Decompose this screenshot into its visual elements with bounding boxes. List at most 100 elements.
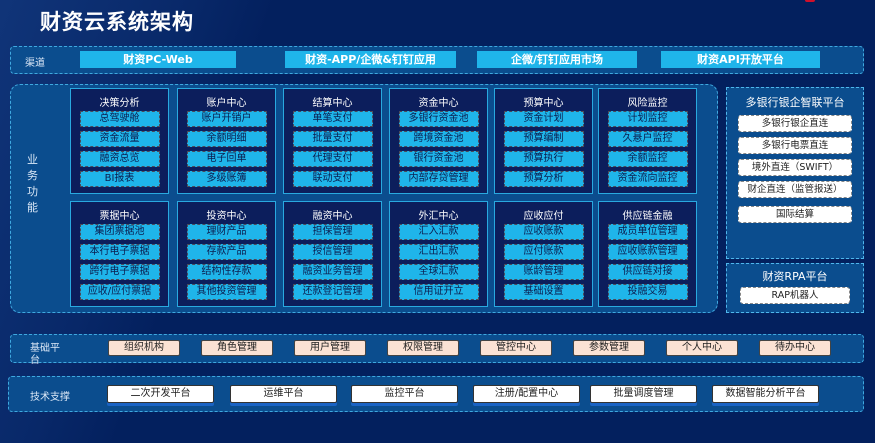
base-item[interactable]: 待办中心	[759, 340, 831, 356]
module-item[interactable]: 多级账簿	[186, 171, 267, 187]
module-item[interactable]: 久悬户监控	[607, 131, 688, 147]
module-card: 结算中心单笔支付批量支付代理支付联动支付	[283, 88, 382, 194]
channel-item[interactable]: 企微/钉钉应用市场	[477, 51, 637, 68]
module-card: 账户中心账户开销户余额明细电子回单多级账簿	[177, 88, 276, 194]
module-item[interactable]: 理财产品	[186, 224, 267, 240]
module-card: 应收应付应收账款应付账款账龄管理基础设置	[494, 201, 593, 307]
base-item[interactable]: 管控中心	[480, 340, 552, 356]
module-item[interactable]: 其他投资管理	[186, 284, 267, 300]
module-item[interactable]: 联动支付	[292, 171, 373, 187]
tech-item[interactable]: 注册/配置中心	[473, 385, 580, 403]
channel-item[interactable]: 财资-APP/企微&钉钉应用	[285, 51, 456, 68]
bank-platform-item[interactable]: 多银行银企直连	[738, 115, 852, 132]
tech-item[interactable]: 监控平台	[351, 385, 458, 403]
module-item[interactable]: 成员单位管理	[607, 224, 688, 240]
base-label: 基础平台	[30, 343, 60, 366]
bank-platform-item[interactable]: 境外直连（SWIFT）	[738, 159, 852, 176]
module-item[interactable]: 本行电子票据	[79, 244, 160, 260]
module-item[interactable]: 授信管理	[292, 244, 373, 260]
bank-platform-title: 多银行银企智联平台	[745, 96, 845, 109]
module-title: 资金中心	[418, 98, 459, 109]
module-card: 票据中心 集团票据池 本行电子票据 跨行电子票据 应收/应付票据	[70, 201, 169, 307]
tech-item[interactable]: 批量调度管理	[590, 385, 697, 403]
channel-label: 渠道	[25, 58, 45, 69]
module-item[interactable]: 融资总览	[79, 151, 160, 167]
base-item[interactable]: 权限管理	[387, 340, 459, 356]
module-item[interactable]: 余额明细	[186, 131, 267, 147]
module-title: 投资中心	[206, 211, 247, 222]
module-item[interactable]: 担保管理	[292, 224, 373, 240]
module-title: 预算中心	[523, 98, 564, 109]
tech-item[interactable]: 运维平台	[230, 385, 337, 403]
tech-item[interactable]: 数据智能分析平台	[712, 385, 819, 403]
bank-platform-panel: 多银行银企智联平台 多银行银企直连 多银行电票直连 境外直连（SWIFT） 财企…	[726, 87, 864, 259]
tech-item[interactable]: 二次开发平台	[107, 385, 214, 403]
module-card: 资金中心多银行资金池 跨境资金池银行资金池内部存贷管理	[389, 88, 488, 194]
module-item[interactable]: 多银行资金池	[398, 111, 479, 127]
module-item[interactable]: 基础设置	[503, 284, 584, 300]
module-title: 风险监控	[627, 98, 668, 109]
bank-platform-item[interactable]: 财企直连（监管报送）	[738, 181, 852, 198]
module-item[interactable]: 账龄管理	[503, 264, 584, 280]
module-title: 融资中心	[312, 211, 353, 222]
module-item[interactable]: 供应链对接	[607, 264, 688, 280]
module-item[interactable]: 汇入汇款	[398, 224, 479, 240]
rpa-platform-item[interactable]: RAP机器人	[740, 287, 850, 304]
rpa-platform-panel: 财资RPA平台 RAP机器人	[726, 263, 864, 313]
page-title: 财资云系统架构	[40, 10, 194, 34]
base-item[interactable]: 参数管理	[573, 340, 645, 356]
module-item[interactable]: 资金流量	[79, 131, 160, 147]
module-card: 决策分析 总驾驶舱 资金流量 融资总览 BI报表	[70, 88, 169, 194]
module-item[interactable]: 全球汇款	[398, 264, 479, 280]
module-item[interactable]: 资金流向监控	[607, 171, 688, 187]
module-item[interactable]: 预算分析	[503, 171, 584, 187]
module-card: 投资中心理财产品存款产品结构性存款其他投资管理	[177, 201, 276, 307]
module-item[interactable]: 应收账款管理	[607, 244, 688, 260]
module-title: 外汇中心	[418, 211, 459, 222]
module-item[interactable]: 预算编制	[503, 131, 584, 147]
module-item[interactable]: BI报表	[79, 171, 160, 187]
business-label: 业务功能	[27, 153, 38, 214]
bank-platform-item[interactable]: 国际结算	[738, 206, 852, 223]
module-item[interactable]: 总驾驶舱	[79, 111, 160, 127]
module-item[interactable]: 信用证开立	[398, 284, 479, 300]
module-title: 应收应付	[523, 211, 564, 222]
module-item[interactable]: 还款登记管理	[292, 284, 373, 300]
module-item[interactable]: 银行资金池	[398, 151, 479, 167]
module-item[interactable]: 应付账款	[503, 244, 584, 260]
module-title: 账户中心	[206, 98, 247, 109]
module-item[interactable]: 单笔支付	[292, 111, 373, 127]
module-item[interactable]: 批量支付	[292, 131, 373, 147]
rpa-platform-title: 财资RPA平台	[762, 270, 828, 283]
module-item[interactable]: 余额监控	[607, 151, 688, 167]
module-title: 结算中心	[312, 98, 353, 109]
module-card: 供应链金融成员单位管理 应收账款管理 供应链对接投融交易	[598, 201, 697, 307]
bank-platform-item[interactable]: 多银行电票直连	[738, 137, 852, 154]
module-item[interactable]: 跨境资金池	[398, 131, 479, 147]
module-item[interactable]: 跨行电子票据	[79, 264, 160, 280]
module-title: 供应链金融	[622, 211, 673, 222]
module-item[interactable]: 融资业务管理	[292, 264, 373, 280]
module-item[interactable]: 存款产品	[186, 244, 267, 260]
base-item[interactable]: 用户管理	[294, 340, 366, 356]
module-item[interactable]: 计划监控	[607, 111, 688, 127]
module-item[interactable]: 内部存贷管理	[398, 171, 479, 187]
base-item[interactable]: 个人中心	[666, 340, 738, 356]
base-item[interactable]: 角色管理	[201, 340, 273, 356]
module-item[interactable]: 结构性存款	[186, 264, 267, 280]
base-item[interactable]: 组织机构	[108, 340, 180, 356]
module-item[interactable]: 账户开销户	[186, 111, 267, 127]
module-item[interactable]: 代理支付	[292, 151, 373, 167]
module-item[interactable]: 投融交易	[607, 284, 688, 300]
module-card: 预算中心资金计划预算编制预算执行预算分析	[494, 88, 593, 194]
channel-item[interactable]: 财资API开放平台	[661, 51, 820, 68]
module-item[interactable]: 集团票据池	[79, 224, 160, 240]
channel-item[interactable]: 财资PC-Web	[80, 51, 236, 68]
module-item[interactable]: 预算执行	[503, 151, 584, 167]
module-item[interactable]: 汇出汇款	[398, 244, 479, 260]
module-item[interactable]: 电子回单	[186, 151, 267, 167]
module-card: 风险监控计划监控久悬户监控余额监控资金流向监控	[598, 88, 697, 194]
module-item[interactable]: 应收/应付票据	[79, 284, 160, 300]
module-item[interactable]: 资金计划	[503, 111, 584, 127]
module-item[interactable]: 应收账款	[503, 224, 584, 240]
